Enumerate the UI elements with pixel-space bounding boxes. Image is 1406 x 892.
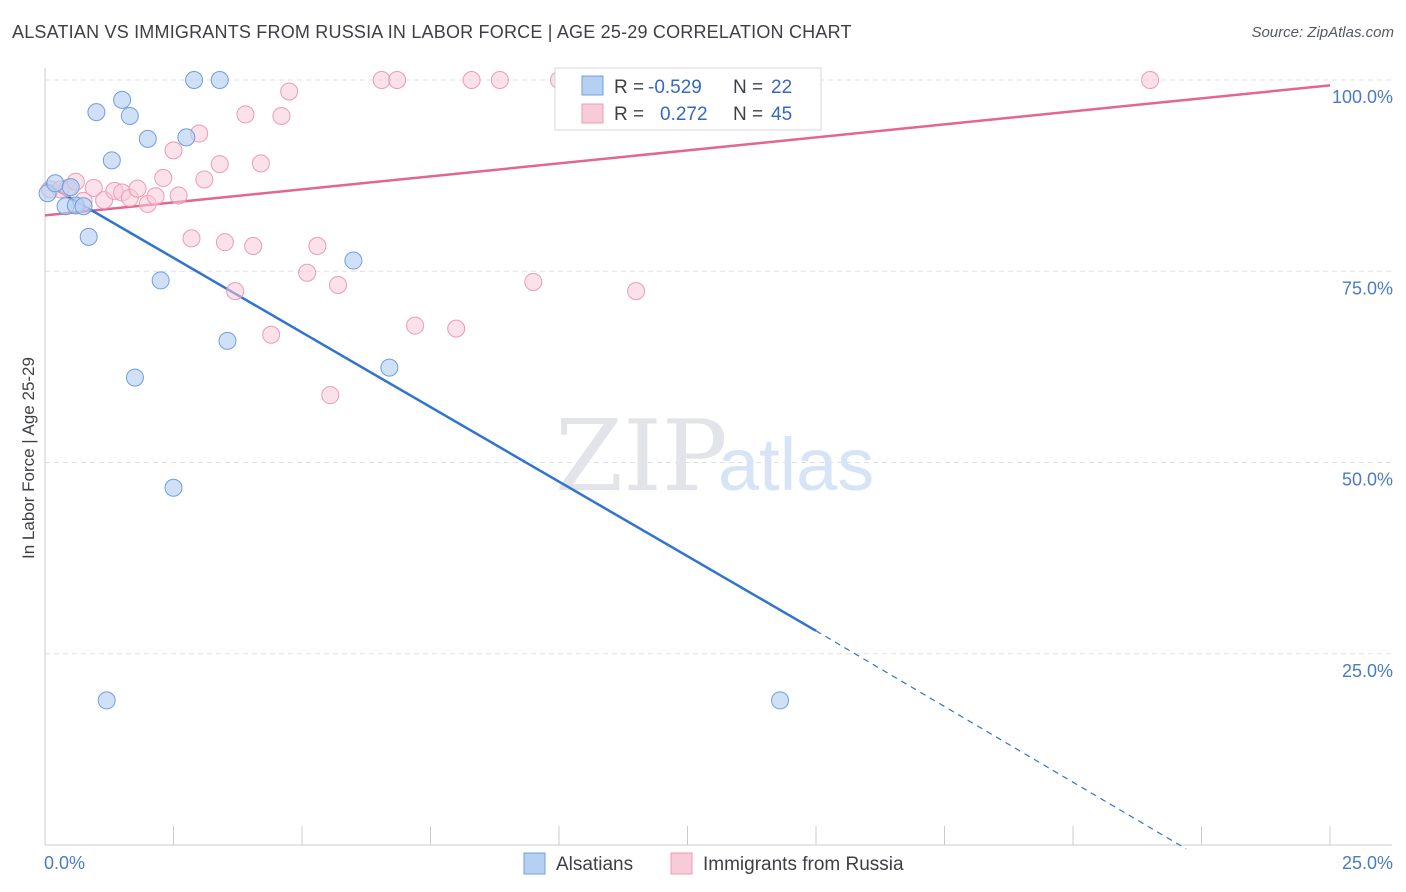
data-point-russia	[1141, 71, 1160, 89]
data-point-russia	[280, 82, 299, 101]
data-point-russia	[154, 168, 173, 187]
watermark: ZIP atlas	[555, 400, 874, 514]
trend-line-alsatians-extrapolated	[815, 630, 1187, 850]
legend-n-value-2: 45	[771, 104, 792, 125]
data-point-russia	[244, 237, 263, 256]
data-point-alsatians	[151, 271, 170, 290]
stats-legend: R = -0.529 N = 22 R = 0.272 N = 45	[554, 67, 822, 131]
data-point-russia	[372, 71, 391, 89]
data-point-russia	[447, 319, 466, 338]
series-legend: Alsatians Immigrants from Russia	[523, 852, 904, 875]
watermark-atlas: atlas	[718, 423, 874, 506]
data-point-russia	[128, 179, 147, 198]
y-tick-label: 25.0%	[1342, 661, 1393, 681]
data-point-russia	[226, 282, 245, 301]
data-point-alsatians	[79, 227, 98, 246]
y-tick-label: 50.0%	[1342, 470, 1393, 490]
data-point-russia	[146, 187, 165, 206]
data-point-alsatians	[210, 71, 229, 89]
data-point-alsatians	[74, 197, 93, 216]
legend-r-value-2: 0.272	[660, 104, 708, 125]
data-point-russia	[195, 170, 214, 189]
grid-lines	[45, 79, 1392, 655]
data-point-russia	[328, 276, 347, 295]
data-point-russia	[524, 272, 543, 291]
data-point-alsatians	[120, 106, 139, 125]
bottom-legend-label-alsatians: Alsatians	[556, 854, 633, 875]
chart-title: ALSATIAN VS IMMIGRANTS FROM RUSSIA IN LA…	[12, 22, 852, 42]
data-point-russia	[490, 71, 509, 89]
data-point-alsatians	[97, 691, 116, 710]
x-tick-label: 25.0%	[1342, 853, 1393, 873]
data-point-alsatians	[138, 129, 157, 148]
data-point-alsatians	[113, 90, 132, 109]
trend-lines	[44, 84, 1331, 850]
data-point-russia	[215, 233, 234, 252]
legend-r-value-1: -0.529	[648, 77, 702, 98]
data-point-alsatians	[87, 103, 106, 122]
data-point-russia	[164, 141, 183, 160]
bottom-legend-swatch-russia	[670, 852, 693, 875]
legend-r-label-1: R =	[614, 77, 644, 98]
data-point-russia	[236, 105, 255, 124]
data-point-russia	[406, 316, 425, 335]
data-point-alsatians	[125, 368, 144, 387]
data-point-russia	[321, 386, 340, 405]
bottom-legend-label-russia: Immigrants from Russia	[703, 854, 904, 875]
data-point-alsatians	[177, 128, 196, 147]
data-point-russia	[262, 325, 281, 344]
legend-n-value-1: 22	[771, 77, 792, 98]
data-point-russia	[627, 282, 646, 301]
data-point-russia	[182, 229, 201, 248]
legend-n-label-1: N =	[733, 77, 763, 98]
legend-r-label-2: R =	[614, 104, 644, 125]
data-point-russia	[169, 186, 188, 205]
data-point-alsatians	[61, 178, 80, 197]
data-point-russia	[251, 154, 270, 173]
trend-line-russia	[44, 84, 1331, 217]
data-point-russia	[388, 71, 407, 89]
data-points	[38, 71, 1160, 710]
data-point-alsatians	[218, 331, 237, 350]
data-point-russia	[462, 71, 481, 89]
x-tick-label: 0.0%	[44, 853, 85, 873]
y-axis-label: In Labor Force | Age 25-29	[19, 357, 38, 559]
data-point-alsatians	[344, 251, 363, 270]
bottom-legend-swatch-alsatians	[523, 852, 546, 875]
watermark-zip: ZIP	[555, 400, 728, 514]
data-point-russia	[84, 178, 103, 197]
trend-line-alsatians	[44, 182, 817, 632]
data-point-russia	[308, 237, 327, 256]
data-point-alsatians	[185, 71, 204, 89]
data-point-alsatians	[102, 151, 121, 170]
data-point-russia	[272, 106, 291, 125]
y-tick-label: 100.0%	[1332, 87, 1393, 107]
data-point-russia	[210, 155, 229, 174]
data-point-alsatians	[46, 174, 65, 193]
data-point-alsatians	[380, 358, 399, 377]
data-point-alsatians	[771, 691, 790, 710]
legend-n-label-2: N =	[733, 104, 763, 125]
legend-swatch-alsatians	[581, 75, 604, 96]
tick-labels: 25.0% 50.0% 75.0% 100.0% 0.0% 25.0%	[44, 87, 1393, 873]
source-label: Source: ZipAtlas.com	[1251, 24, 1394, 41]
y-tick-label: 75.0%	[1342, 278, 1393, 298]
legend-swatch-russia	[581, 103, 604, 124]
data-point-alsatians	[164, 478, 183, 497]
data-point-russia	[298, 263, 317, 282]
